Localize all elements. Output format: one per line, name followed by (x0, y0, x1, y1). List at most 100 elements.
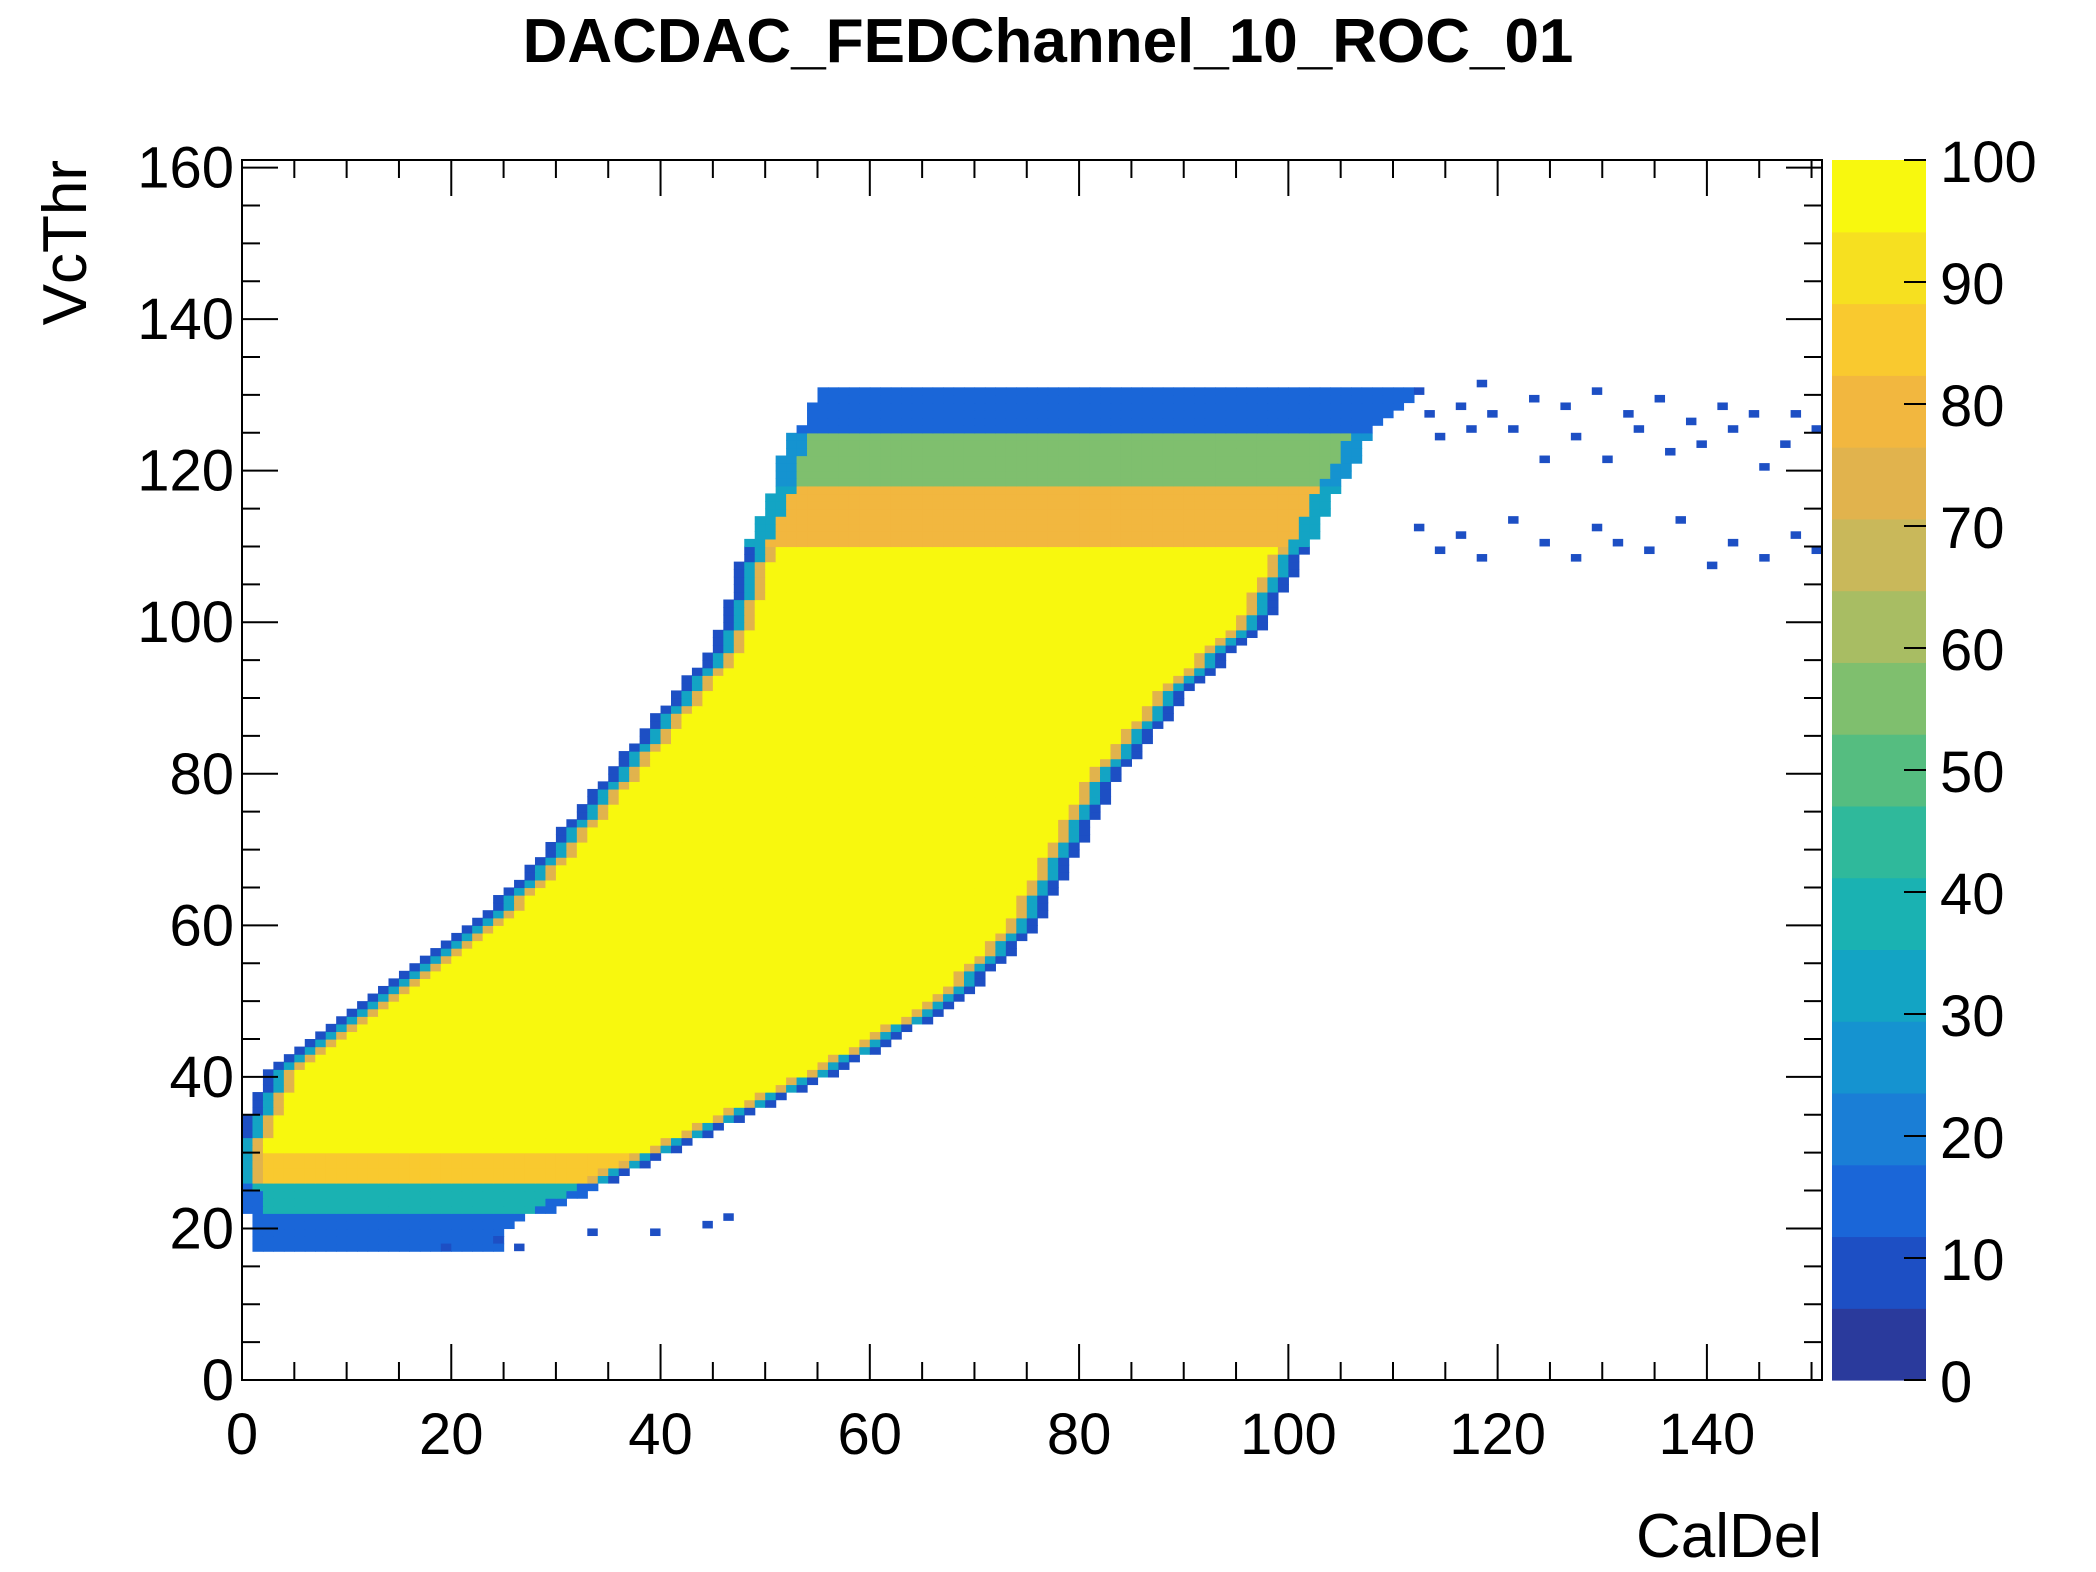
heatmap-cell (848, 1039, 860, 1048)
heatmap-cell (1215, 493, 1227, 502)
heatmap-cell (922, 902, 934, 911)
heatmap-cell (827, 584, 840, 593)
heatmap-cell (712, 766, 724, 775)
heatmap-cell (325, 1054, 337, 1063)
heatmap-cell (660, 872, 672, 881)
heatmap-cell (493, 902, 505, 911)
heatmap-cell (869, 751, 881, 760)
heatmap-cell (1068, 516, 1080, 525)
heatmap-cell (388, 1220, 400, 1230)
heatmap-cell (294, 1205, 306, 1214)
heatmap-cell (1152, 644, 1164, 654)
heatmap-cell (503, 1001, 515, 1010)
heatmap-cell (786, 599, 798, 608)
heatmap-cell (440, 940, 452, 949)
heatmap-cell (859, 713, 871, 722)
heatmap-cell (534, 1099, 547, 1108)
heatmap-cell (1110, 508, 1122, 517)
heatmap-cell (984, 705, 996, 714)
heatmap-cell (744, 781, 756, 790)
heatmap-cell (817, 955, 829, 964)
heatmap-cell (838, 887, 850, 896)
heatmap-cell (775, 1046, 787, 1055)
heatmap-cell (827, 864, 840, 873)
heatmap-cell (943, 667, 955, 676)
heatmap-cell (1246, 508, 1258, 517)
heatmap-cell (252, 1152, 264, 1161)
heatmap-cell (1131, 546, 1143, 555)
heatmap-cell (1068, 614, 1080, 623)
heatmap-cell (943, 970, 955, 979)
heatmap-cell (472, 1190, 484, 1199)
heatmap-cell (576, 917, 588, 926)
heatmap-cell (618, 773, 630, 782)
heatmap-cell (901, 879, 913, 889)
heatmap-cell (775, 819, 787, 828)
heatmap-cell (723, 887, 735, 896)
heatmap-cell (702, 698, 714, 707)
heatmap-cell (827, 910, 840, 919)
heatmap-cell (943, 978, 955, 987)
heatmap-cell (943, 591, 955, 601)
heatmap-cell (963, 622, 976, 631)
heatmap-cell (984, 690, 996, 699)
heatmap-cell (911, 554, 923, 563)
heatmap-cell (304, 1152, 316, 1161)
heatmap-cell (733, 970, 745, 979)
heatmap-cell (702, 1129, 714, 1139)
heatmap-cell (1016, 902, 1028, 911)
heatmap-cell (963, 675, 976, 684)
heatmap-cell (796, 841, 808, 851)
heatmap-cell (1026, 917, 1038, 926)
heatmap-cell (765, 743, 777, 752)
heatmap-cell (733, 743, 745, 752)
heatmap-cell (723, 849, 735, 858)
heatmap-cell (597, 1145, 609, 1154)
heatmap-cell (1110, 546, 1122, 555)
heatmap-cell (1047, 796, 1059, 805)
heatmap-cell (597, 1084, 609, 1093)
heatmap-cell (608, 804, 620, 813)
heatmap-cell (597, 796, 609, 805)
heatmap-cell (974, 751, 986, 760)
heatmap-cell (388, 1107, 400, 1116)
heatmap-cell (744, 1016, 756, 1025)
heatmap-cell (1016, 531, 1028, 540)
heatmap-cell (911, 569, 923, 578)
heatmap-cell (493, 1107, 505, 1116)
heatmap-cell (974, 599, 986, 608)
heatmap-cell (262, 1084, 274, 1093)
heatmap-cell (922, 766, 934, 775)
heatmap-cell (817, 569, 829, 578)
heatmap-cell (503, 948, 515, 957)
heatmap-cell (890, 493, 902, 502)
heatmap-cell (1037, 713, 1049, 722)
heatmap-cell (817, 751, 829, 760)
heatmap-cell (1256, 561, 1269, 570)
heatmap-cell (775, 735, 787, 745)
heatmap-cell (1047, 819, 1059, 828)
heatmap-cell (1141, 508, 1153, 517)
heatmap-cell (367, 1084, 379, 1093)
heatmap-cell (796, 591, 808, 601)
heatmap-cell (848, 478, 860, 487)
heatmap-cell (587, 895, 599, 904)
heatmap-cell (744, 963, 756, 972)
heatmap-cell (1047, 523, 1059, 532)
heatmap-cell (932, 993, 944, 1002)
heatmap-cell (524, 1008, 536, 1017)
heatmap-cell (691, 705, 703, 714)
heatmap-cell (1068, 652, 1080, 661)
heatmap-cell (733, 720, 745, 729)
heatmap-cell (534, 1008, 547, 1017)
heatmap-cell (786, 607, 798, 616)
heatmap-cell (660, 925, 672, 934)
heatmap-cell (943, 698, 955, 707)
heatmap-cell (901, 781, 913, 790)
heatmap-cell (514, 1054, 526, 1063)
heatmap-cell (733, 644, 745, 654)
heatmap-cell (1173, 652, 1185, 661)
heatmap-cell (1173, 622, 1185, 631)
heatmap-cell (817, 970, 829, 979)
heatmap-cell (1026, 523, 1038, 532)
